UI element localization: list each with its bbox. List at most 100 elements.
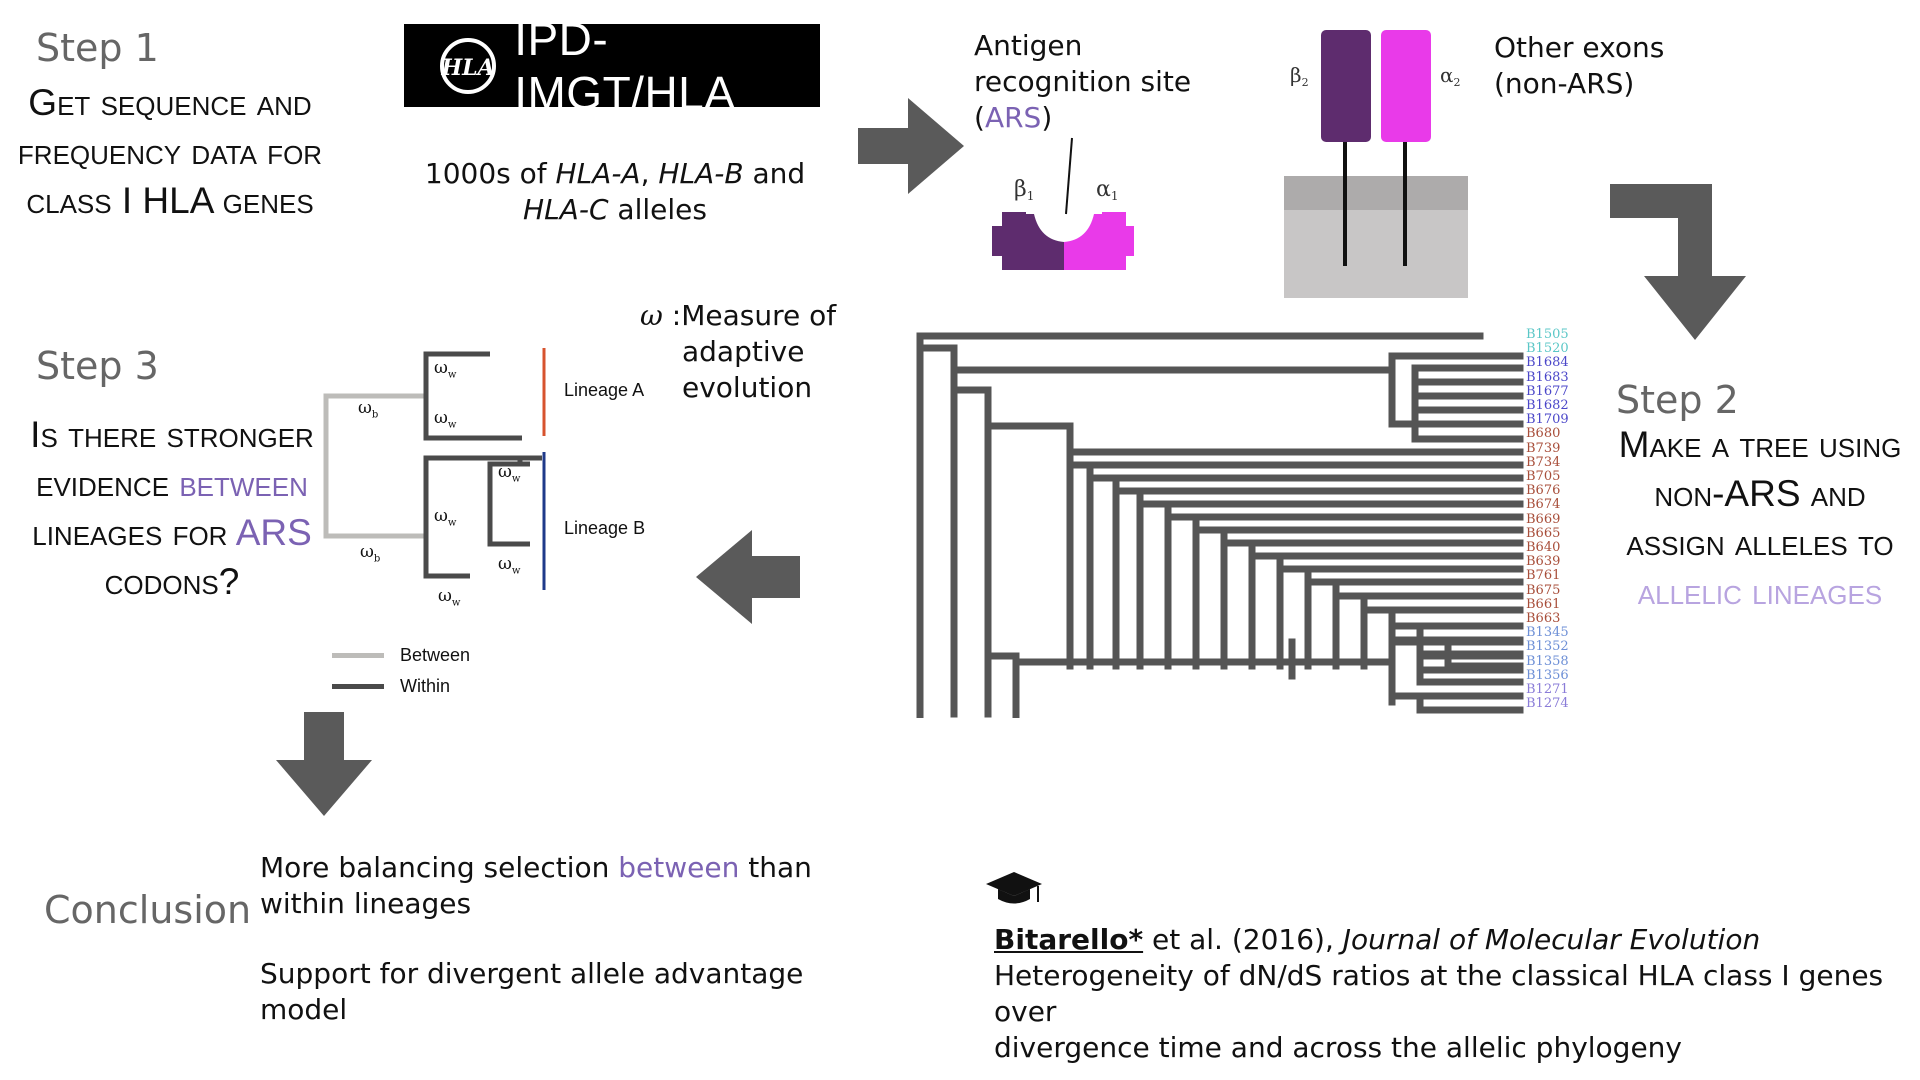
step2-line2b: ARS (1724, 473, 1801, 514)
conclusion-text: More balancing selection between than wi… (260, 850, 812, 1028)
citation-etal: et al. (2016), (1143, 923, 1343, 956)
lineage-tree-diagram (323, 348, 546, 590)
graduation-cap-icon (986, 872, 1042, 904)
citation-author[interactable]: Bitarello* (994, 923, 1144, 956)
phylogenetic-tree (916, 332, 1524, 718)
citation-title-line1: Heterogeneity of dN/dS ratios at the cla… (994, 959, 1884, 1028)
omega-b-label: ωb (358, 398, 379, 421)
beta2-label: β2 (1290, 63, 1309, 89)
ars-paren-open: ( (974, 101, 985, 134)
omega-w-label: ωw (498, 554, 521, 577)
lineage-legend: Between Within (332, 640, 470, 702)
beta2-domain (1321, 30, 1371, 142)
conclusion-l2: within lineages (260, 887, 472, 920)
ars-line2: recognition site (974, 65, 1192, 98)
lineage-a-label: Lineage A (564, 380, 645, 400)
tree-tip-label: B640 (1526, 540, 1561, 556)
step1-line: Get sequence and (28, 82, 312, 123)
gene-hla-b: HLA-B (658, 157, 744, 190)
step2-line1: Make a tree using (1618, 424, 1902, 465)
tree-tip-label: B739 (1526, 440, 1561, 456)
step2-description: Make a tree using non-ARS and assign all… (1610, 420, 1910, 616)
tree-tip-label: B705 (1526, 469, 1561, 485)
tree-tip-label: B1505 (1526, 327, 1569, 342)
conclusion-l4: model (260, 993, 348, 1026)
non-ars-exons-diagram: β2 α2 (1284, 30, 1468, 298)
omega-w-label: ωw (434, 358, 457, 381)
membrane-top (1284, 176, 1468, 210)
alleles-count: 1000s of (424, 157, 547, 190)
omega-line1: Measure of (681, 299, 837, 332)
ipd-imgt-hla-logo: HLA IPD-IMGT/HLA (404, 13, 820, 119)
omega-b-label: ωb (360, 542, 381, 565)
tree-tip-label: B661 (1526, 596, 1561, 612)
legend-between-swatch (332, 652, 384, 658)
tree-tip-label: B1356 (1526, 667, 1569, 683)
legend-within-swatch (332, 683, 384, 689)
step2-line3: assign alleles to (1626, 522, 1894, 563)
tree-tip-label: B1274 (1526, 696, 1569, 712)
other-exons-label: Other exons (non-ARS) (1494, 30, 1664, 102)
tree-tip-label: B1682 (1526, 398, 1569, 414)
logo-mark-text: HLA (440, 55, 494, 81)
tree-tip-label: B761 (1526, 568, 1561, 584)
ars-domain-diagram: β1 α1 (992, 137, 1134, 270)
tree-tip-label: B669 (1526, 511, 1561, 527)
alpha2-label: α2 (1440, 63, 1461, 89)
alleles-suffix: alleles (617, 193, 707, 226)
tree-tip-label: B1271 (1526, 682, 1569, 698)
other-exons-line1: Other exons (1494, 31, 1665, 64)
tree-tip-label: B1677 (1526, 383, 1569, 399)
logo-text: IPD-IMGT/HLA (514, 12, 736, 119)
step3-line2a: evidence (36, 463, 180, 504)
tree-tip-label: B1345 (1526, 625, 1569, 641)
conclusion-between: between (618, 851, 740, 884)
step3-line3a: lineages for (32, 512, 236, 553)
gene-hla-a: HLA-A (555, 157, 641, 190)
arrow-right-icon (858, 98, 964, 194)
tree-tip-label: B1352 (1526, 639, 1569, 655)
tree-tip-label: B665 (1526, 525, 1561, 541)
hla-logo-mark-icon: HLA (440, 37, 496, 94)
lineage-b-label: Lineage B (564, 518, 646, 538)
alpha1-label: α1 (1096, 177, 1119, 203)
omega-symbol: ω (640, 299, 663, 332)
arrow-down-icon (276, 712, 372, 816)
tree-tip-label: B1683 (1526, 369, 1569, 385)
tree-tip-label: B1684 (1526, 355, 1569, 371)
omega-w-label: ωw (434, 506, 457, 529)
other-exons-line2: (non-ARS) (1494, 67, 1635, 100)
step3-ars: ARS (235, 512, 312, 553)
step2-line2a: non- (1654, 473, 1725, 514)
omega-w-label: ωw (434, 408, 457, 431)
tree-tip-label: B675 (1526, 582, 1561, 598)
step3-title: Step 3 (36, 344, 159, 388)
arrow-down-bent-icon (1610, 184, 1746, 340)
alleles-caption: 1000s of HLA-A, HLA-B and HLA-C alleles (420, 156, 810, 228)
beta1-label: β1 (1014, 177, 1034, 203)
step1-line: class I HLA genes (26, 180, 314, 221)
conclusion-l1c: than (739, 851, 812, 884)
step2-title: Step 2 (1616, 378, 1739, 422)
legend-between-label: Between (400, 644, 471, 665)
conclusion-l1a: More balancing selection (260, 851, 619, 884)
tree-tip-label: B734 (1526, 454, 1561, 470)
conclusion-title: Conclusion (44, 888, 252, 932)
tree-tip-label: B1520 (1526, 341, 1569, 357)
ars-paren-close: ) (1041, 101, 1053, 134)
beta1-domain (992, 212, 1064, 270)
arrow-left-icon (696, 530, 800, 624)
tree-tip-label: B639 (1526, 554, 1561, 570)
between-branches (323, 393, 426, 539)
tree-tip-labels: B1505 B1520 B1684 B1683 B1677 B1682 B1709 B680 B… (1526, 327, 1569, 712)
step3-line4: codons? (104, 561, 240, 602)
omega-colon: : (671, 299, 682, 332)
tree-tip-label: B680 (1526, 426, 1561, 442)
gene-hla-c: HLA-C (523, 193, 609, 226)
tree-tip-label: B674 (1526, 497, 1561, 513)
step1-description: Get sequence and frequency data for clas… (10, 78, 330, 225)
tree-tip-label: B663 (1526, 611, 1561, 627)
tree-tip-label: B1709 (1526, 412, 1569, 428)
step1-title: Step 1 (36, 26, 159, 70)
alleles-and: and (752, 157, 806, 190)
